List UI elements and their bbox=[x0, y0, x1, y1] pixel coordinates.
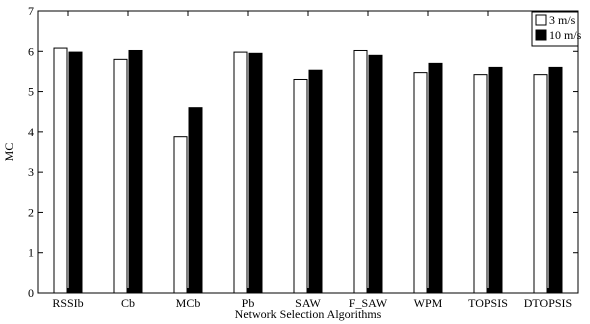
y-tick-label: 7 bbox=[28, 4, 34, 18]
bar-WPM-3ms bbox=[413, 72, 428, 294]
bar-TOPSIS-10ms bbox=[488, 66, 503, 294]
bar-SAW-10ms bbox=[308, 69, 323, 294]
x-tick-label: RSSIb bbox=[52, 296, 83, 310]
y-tick-label: 6 bbox=[28, 44, 34, 58]
bar-F_SAW-3ms bbox=[353, 49, 368, 294]
x-tick-label: WPM bbox=[414, 296, 443, 310]
x-tick-label: Cb bbox=[121, 296, 135, 310]
legend-swatch-3ms bbox=[535, 14, 547, 26]
bar-DTOPSIS-3ms bbox=[533, 74, 548, 294]
bar-SAW-3ms bbox=[293, 78, 308, 294]
legend-label-3ms: 3 m/s bbox=[549, 13, 576, 27]
bar-MCb-10ms bbox=[188, 107, 203, 294]
bar-RSSIb-10ms bbox=[68, 51, 83, 294]
y-tick-label: 2 bbox=[28, 205, 34, 219]
y-axis-label: MC bbox=[2, 143, 16, 162]
legend-swatch-10ms bbox=[535, 29, 547, 41]
bar-RSSIb-3ms bbox=[53, 47, 68, 294]
x-tick-label: MCb bbox=[176, 296, 201, 310]
bar-TOPSIS-3ms bbox=[473, 74, 488, 294]
y-tick-label: 1 bbox=[28, 246, 34, 260]
bar-Cb-3ms bbox=[113, 58, 128, 294]
legend-label-10ms: 10 m/s bbox=[549, 28, 582, 42]
bars-layer bbox=[53, 47, 563, 294]
bar-MCb-3ms bbox=[173, 136, 188, 294]
x-tick-label: Pb bbox=[242, 296, 255, 310]
y-tick-label: 3 bbox=[28, 165, 34, 179]
x-tick-label: SAW bbox=[295, 296, 321, 310]
bar-Pb-3ms bbox=[233, 51, 248, 294]
x-axis-label: Network Selection Algorithms bbox=[235, 307, 382, 321]
bar-Pb-10ms bbox=[248, 52, 263, 294]
x-tick-label: F_SAW bbox=[349, 296, 388, 310]
y-tick-label: 0 bbox=[28, 286, 34, 300]
bar-Cb-10ms bbox=[128, 49, 143, 294]
bar-F_SAW-10ms bbox=[368, 54, 383, 294]
ticks-layer: 0 1 2 3 4 5 6 7 RSSIb Cb MCb Pb SAW F_SAW WPM TOPSIS DTO… bbox=[28, 4, 578, 310]
x-tick-label: DTOPSIS bbox=[524, 296, 572, 310]
y-tick-label: 5 bbox=[28, 85, 34, 99]
bar-DTOPSIS-10ms bbox=[548, 66, 563, 294]
x-tick-label: TOPSIS bbox=[468, 296, 508, 310]
bar-WPM-10ms bbox=[428, 62, 443, 294]
legend: 3 m/s 10 m/s bbox=[531, 11, 582, 47]
y-tick-label: 4 bbox=[28, 125, 34, 139]
